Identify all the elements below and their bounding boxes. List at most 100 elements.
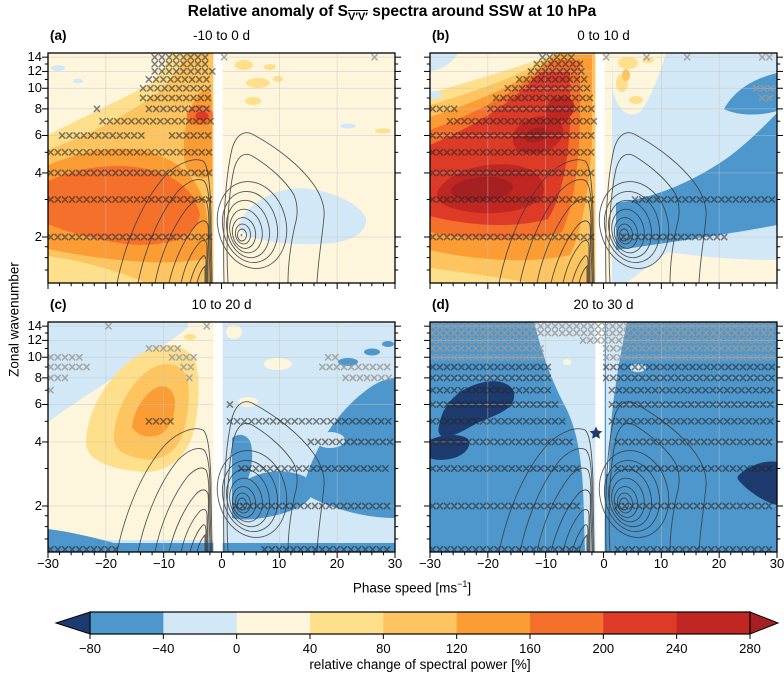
figure-shape <box>264 64 276 70</box>
figure-shape <box>430 322 777 552</box>
figure-shape <box>245 97 261 105</box>
figure-shape <box>73 78 83 84</box>
figure-shape <box>383 612 458 634</box>
x-tick-label: 10 <box>653 556 669 571</box>
figure-shape <box>273 76 283 82</box>
figure-shape <box>622 69 630 81</box>
x-tick-label: 0 <box>600 556 608 571</box>
figure-shape <box>48 322 393 394</box>
panel-c-label: (c) <box>50 297 67 312</box>
x-tick-label: 30 <box>769 556 784 571</box>
figure-shape <box>90 612 164 634</box>
figure-shape <box>430 91 442 99</box>
figure-shape <box>618 57 638 69</box>
figure-shape <box>236 612 311 634</box>
figure-shape <box>48 165 200 245</box>
y-tick-label: 2 <box>34 229 42 244</box>
figure-shape <box>238 188 367 245</box>
figure-shape <box>364 348 380 356</box>
y-tick-label: 8 <box>34 101 42 116</box>
figure-shape <box>534 322 600 552</box>
figure-shape <box>48 529 144 552</box>
panel-d-plot <box>424 321 783 558</box>
figure-shape <box>54 611 91 635</box>
figure-shape <box>456 612 531 634</box>
figure-shape <box>530 612 604 634</box>
figure-shape <box>616 113 777 250</box>
figure-shape <box>232 434 314 520</box>
figure-shape <box>749 611 780 635</box>
colorbar-tick-label: 40 <box>303 641 317 656</box>
figure-shape <box>48 401 394 552</box>
panel-a-subtitle: -10 to 0 d <box>192 28 251 43</box>
panel-b-plot <box>424 52 783 289</box>
zero-phase-speed-gap <box>213 322 223 552</box>
colorbar-tick-label: 280 <box>739 641 761 656</box>
figure-shape <box>438 381 515 438</box>
figure-shape <box>430 53 776 241</box>
figure-shape <box>226 325 242 339</box>
figure-shape <box>629 96 643 104</box>
figure-shape <box>429 52 778 284</box>
y-tick-label: 12 <box>27 332 42 347</box>
panel-a-label: (a) <box>50 28 67 43</box>
figure-shape <box>430 363 776 552</box>
panel-a-plot <box>42 52 401 289</box>
y-tick-label: 4 <box>34 165 42 180</box>
significance-hatching <box>48 322 394 552</box>
figure-shape <box>48 322 395 552</box>
figure-shape <box>737 461 777 505</box>
figure-shape <box>424 321 783 558</box>
figure-shape <box>48 256 146 283</box>
x-axis-title-suffix: ] <box>467 580 472 596</box>
figure-title: Relative anomaly of SV′V′ spectra around… <box>0 3 784 23</box>
figure-shape <box>382 341 394 347</box>
figure-shape <box>602 53 775 102</box>
colorbar-tick-label: 120 <box>446 641 468 656</box>
figure-shape <box>47 52 396 284</box>
y-tick-label: 14 <box>27 318 42 333</box>
figure-shape <box>429 321 778 553</box>
panel-d-label: (d) <box>432 297 450 312</box>
colorbar-tick-label: −80 <box>79 641 101 656</box>
x-tick-label: 10 <box>271 556 287 571</box>
figure-shape <box>626 252 777 283</box>
zero-phase-speed-gap <box>595 322 605 552</box>
figure-shape <box>430 322 776 361</box>
colorbar-tick-label: 200 <box>592 641 614 656</box>
figure-shape <box>163 612 238 634</box>
panel-b-label: (b) <box>432 28 450 43</box>
figure-shape <box>42 52 401 289</box>
y-tick-label: 8 <box>34 370 42 385</box>
figure-shape <box>47 321 396 553</box>
y-tick-label: 10 <box>27 80 42 95</box>
x-tick-label: −30 <box>36 556 60 571</box>
x-tick-label: −20 <box>94 556 118 571</box>
figure-shape <box>184 334 196 340</box>
significance-hatching <box>430 322 776 552</box>
x-tick-label: 30 <box>387 556 403 571</box>
x-tick-label: −30 <box>418 556 442 571</box>
x-tick-label: −10 <box>152 556 176 571</box>
x-axis-title-text: Phase speed [ms <box>352 580 458 596</box>
colorbar: −80 −40 0 40 80 120 160 200 240 280 <box>54 611 780 656</box>
figure-shape <box>430 268 532 283</box>
figure-shape <box>676 612 751 634</box>
panel-d-subtitle: 20 to 30 d <box>573 297 634 312</box>
x-tick-label: 20 <box>711 556 727 571</box>
figure-shape <box>132 386 175 437</box>
figure-shape <box>524 127 548 143</box>
figure-shape <box>42 321 401 558</box>
figure-shape <box>340 123 356 129</box>
colorbar-tick-label: 240 <box>666 641 688 656</box>
y-tick-label: 14 <box>27 49 42 64</box>
panel-c-plot <box>42 321 401 558</box>
x-tick-label: −10 <box>534 556 558 571</box>
colorbar-tick-label: 160 <box>519 641 541 656</box>
colorbar-title: relative change of spectral power [%] <box>309 657 531 672</box>
y-tick-label: 12 <box>27 63 42 78</box>
zero-phase-speed-gap <box>595 53 605 283</box>
figure-shape <box>89 611 751 635</box>
x-tick-label: 20 <box>329 556 345 571</box>
figure-shape <box>246 78 270 88</box>
